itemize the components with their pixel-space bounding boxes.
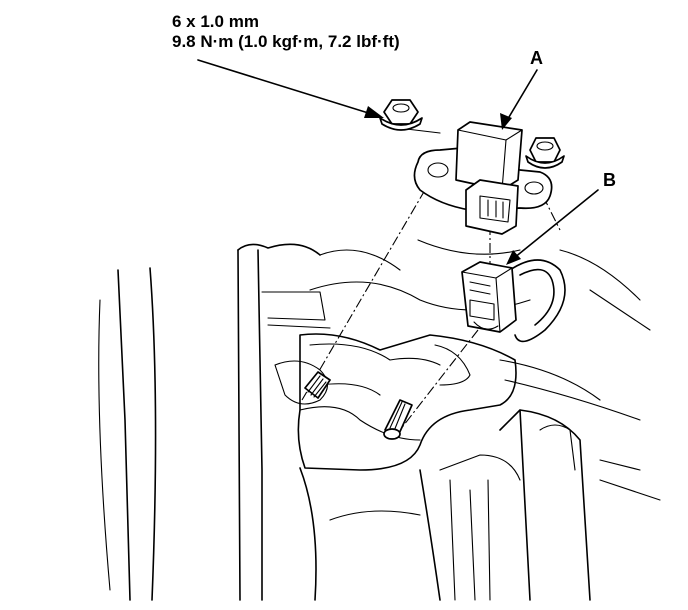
callout-a: A <box>530 48 543 68</box>
connector-b <box>461 261 517 333</box>
engine-background <box>98 239 661 601</box>
leader-arrows <box>197 59 599 265</box>
stud-bolt-center <box>383 399 413 440</box>
callout-b: B <box>603 170 616 190</box>
flange-nut-left <box>379 99 423 131</box>
stud-bolt-left <box>304 371 331 399</box>
flange-nut-right <box>525 137 565 169</box>
sensor-a <box>413 121 553 235</box>
bolt-size-label: 6 x 1.0 mm <box>172 12 259 31</box>
torque-spec-label: 9.8 N·m (1.0 kgf·m, 7.2 lbf·ft) <box>172 32 400 51</box>
